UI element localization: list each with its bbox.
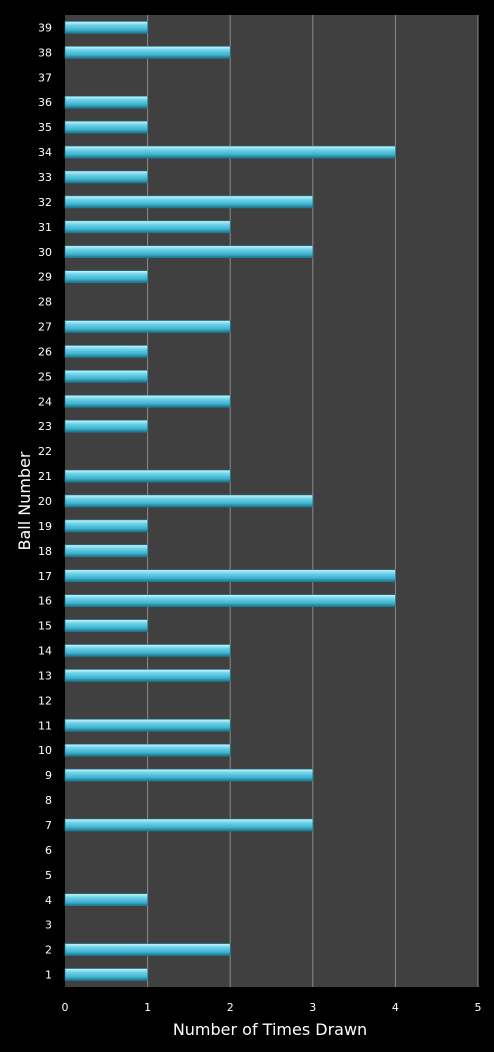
y-tick-label: 1 bbox=[45, 969, 52, 982]
y-axis-title: Ball Number bbox=[15, 451, 34, 550]
bar bbox=[64, 619, 148, 632]
y-tick-label: 16 bbox=[38, 595, 52, 608]
y-tick-label: 31 bbox=[38, 221, 52, 234]
bar bbox=[64, 345, 148, 358]
bar bbox=[64, 768, 314, 782]
bar bbox=[64, 519, 148, 533]
y-tick-label: 28 bbox=[38, 296, 52, 309]
x-tick-label: 2 bbox=[227, 1001, 234, 1014]
y-tick-label: 23 bbox=[38, 420, 52, 433]
bar bbox=[64, 170, 148, 184]
bar bbox=[64, 644, 231, 657]
y-tick-label: 12 bbox=[38, 694, 52, 707]
y-tick-label: 18 bbox=[38, 545, 52, 558]
y-tick-label: 9 bbox=[45, 769, 52, 782]
bar bbox=[64, 943, 231, 956]
bar bbox=[64, 245, 314, 259]
bar bbox=[64, 743, 231, 757]
bar bbox=[64, 120, 148, 134]
y-tick-label: 20 bbox=[38, 495, 52, 508]
bar bbox=[64, 719, 231, 732]
bar bbox=[64, 320, 231, 333]
bar bbox=[64, 419, 148, 433]
bar bbox=[64, 569, 396, 583]
bar bbox=[64, 21, 148, 34]
bar bbox=[64, 968, 148, 981]
bar bbox=[64, 594, 396, 607]
y-tick-label: 27 bbox=[38, 321, 52, 334]
x-tick-label: 1 bbox=[144, 1001, 151, 1014]
bar bbox=[64, 95, 148, 109]
x-tick-label: 0 bbox=[62, 1001, 69, 1014]
bar bbox=[64, 395, 231, 408]
bar bbox=[64, 494, 314, 508]
y-tick-label: 30 bbox=[38, 246, 52, 259]
x-tick-label: 4 bbox=[392, 1001, 399, 1014]
y-tick-label: 5 bbox=[45, 869, 52, 882]
y-tick-label: 32 bbox=[38, 196, 52, 209]
bar bbox=[64, 370, 148, 383]
bar bbox=[64, 145, 396, 159]
bar bbox=[64, 195, 314, 209]
bar bbox=[64, 469, 231, 483]
y-tick-label: 13 bbox=[38, 669, 52, 682]
y-tick-label: 15 bbox=[38, 620, 52, 633]
y-tick-label: 6 bbox=[45, 844, 52, 857]
y-tick-label: 2 bbox=[45, 944, 52, 957]
bar bbox=[64, 669, 231, 682]
bar bbox=[64, 893, 148, 907]
y-tick-label: 14 bbox=[38, 645, 52, 658]
bar bbox=[64, 544, 148, 558]
y-tick-labels: 1234567891011121314151617181920212223242… bbox=[38, 21, 52, 981]
bar bbox=[64, 220, 231, 234]
y-tick-label: 33 bbox=[38, 171, 52, 184]
x-axis-title: Number of Times Drawn bbox=[173, 1020, 367, 1039]
y-tick-label: 4 bbox=[45, 894, 52, 907]
y-tick-label: 37 bbox=[38, 71, 52, 84]
x-tick-label: 3 bbox=[309, 1001, 316, 1014]
y-tick-label: 19 bbox=[38, 520, 52, 533]
y-tick-label: 25 bbox=[38, 370, 52, 383]
y-tick-label: 11 bbox=[38, 719, 52, 732]
y-tick-label: 8 bbox=[45, 794, 52, 807]
y-tick-label: 38 bbox=[38, 46, 52, 59]
y-tick-label: 10 bbox=[38, 744, 52, 757]
x-tick-labels: 0 1 2 3 4 5 bbox=[62, 1001, 482, 1014]
y-tick-label: 22 bbox=[38, 445, 52, 458]
y-tick-label: 34 bbox=[38, 146, 52, 159]
y-tick-label: 7 bbox=[45, 819, 52, 832]
y-tick-label: 39 bbox=[38, 21, 52, 34]
y-tick-label: 21 bbox=[38, 470, 52, 483]
x-tick-label: 5 bbox=[475, 1001, 482, 1014]
y-tick-label: 24 bbox=[38, 395, 52, 408]
y-tick-label: 35 bbox=[38, 121, 52, 134]
y-tick-label: 26 bbox=[38, 345, 52, 358]
bar bbox=[64, 270, 148, 283]
y-tick-label: 17 bbox=[38, 570, 52, 583]
y-tick-label: 29 bbox=[38, 271, 52, 284]
bar bbox=[64, 46, 231, 59]
bar bbox=[64, 818, 314, 832]
y-tick-label: 36 bbox=[38, 96, 52, 109]
y-tick-label: 3 bbox=[45, 919, 52, 932]
bars bbox=[64, 21, 396, 981]
